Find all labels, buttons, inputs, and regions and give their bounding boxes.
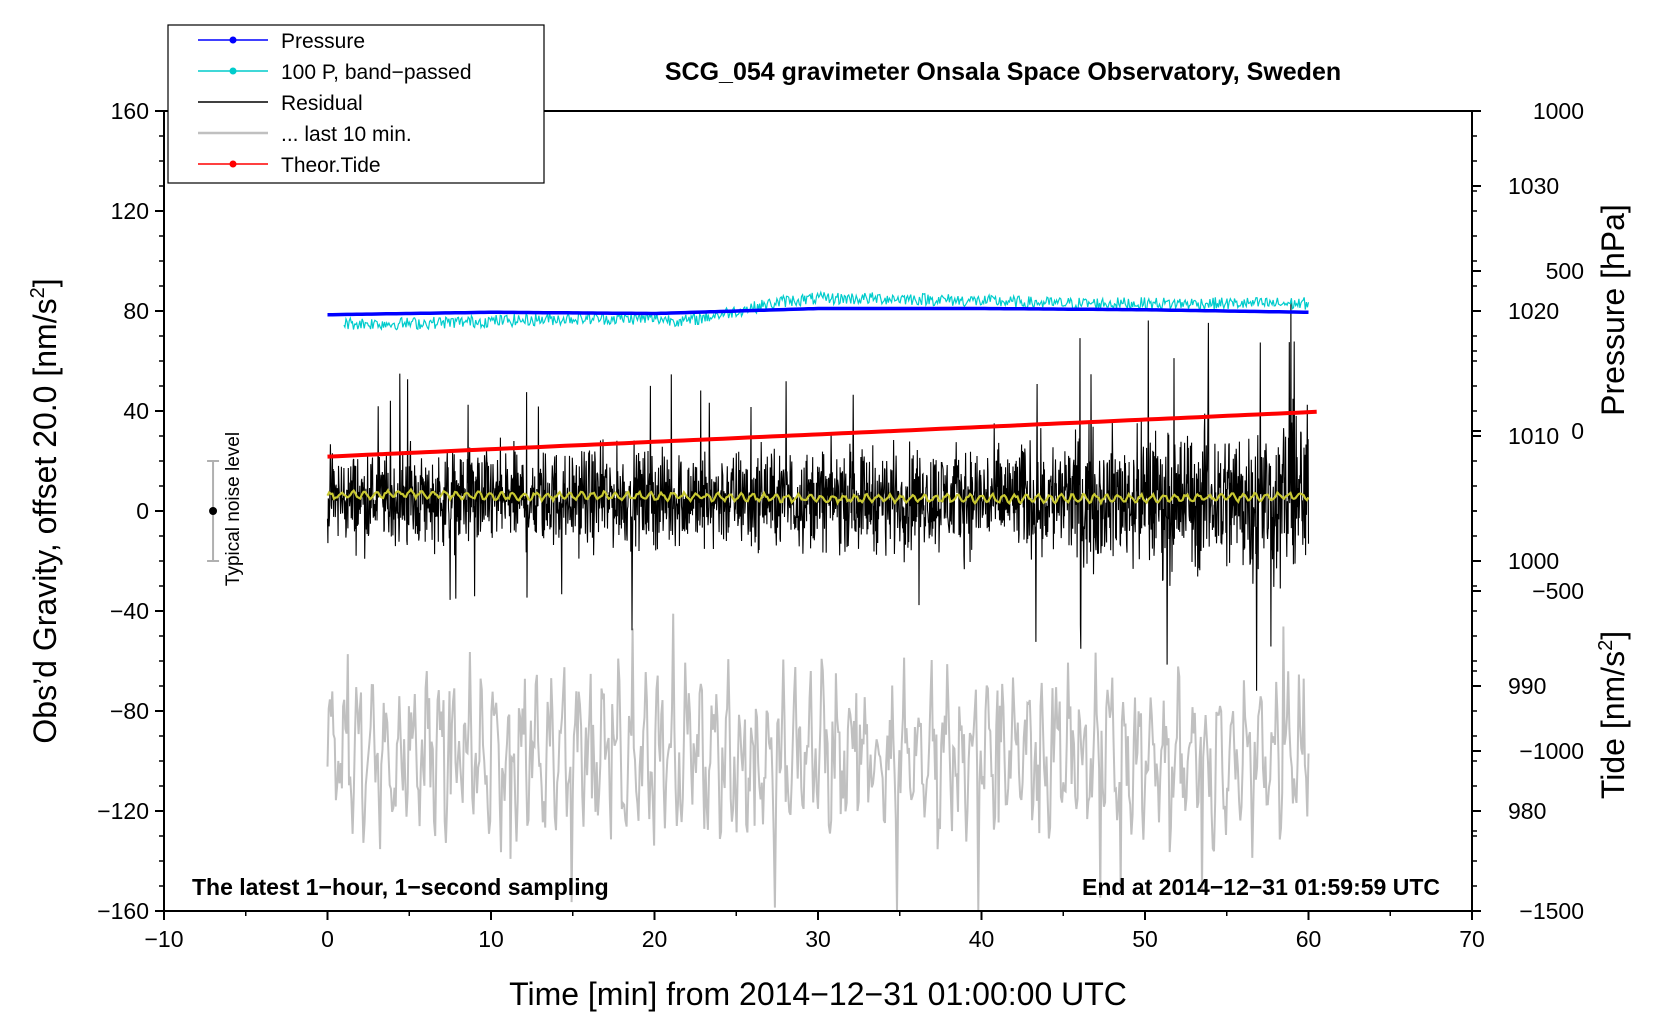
- x-axis-label: Time [min] from 2014−12−31 01:00:00 UTC: [509, 976, 1127, 1012]
- pressure-tick-label: 1010: [1508, 423, 1559, 449]
- pressure-tick-label: 1020: [1508, 298, 1559, 324]
- tide-axis-label-close: ]: [1595, 631, 1631, 640]
- x-tick-label: 0: [321, 926, 334, 952]
- y-axis-label-close: ]: [27, 278, 63, 287]
- tide-tick-label: −1500: [1519, 898, 1584, 924]
- axes-layer: −10 0 10 20 30 40 50 60 70−160−120−80−4004080120…: [97, 98, 1584, 952]
- series-theor-tide: [327, 409, 1317, 459]
- legend-label: Theor.Tide: [281, 154, 381, 177]
- y-tick-label: −40: [110, 598, 149, 624]
- legend-label: Pressure: [281, 30, 365, 53]
- pressure-tick-label: 1000: [1508, 548, 1559, 574]
- y-axis-label: Obs’d Gravity, offset 20.0 [nm/s2]: [27, 278, 63, 743]
- pressure-axis-label: Pressure [hPa]: [1595, 204, 1631, 416]
- end-time-note: End at 2014−12−31 01:59:59 UTC: [1082, 874, 1440, 900]
- y-axis-label-text: Obs’d Gravity, offset 20.0 [nm/s: [27, 298, 63, 743]
- noise-level-label: Typical noise level: [223, 432, 244, 586]
- x-tick-label: 20: [642, 926, 668, 952]
- tide-tick-label: 0: [1571, 418, 1584, 444]
- x-tick-label: 50: [1132, 926, 1158, 952]
- y-tick-label: 160: [111, 98, 149, 124]
- legend-label: 100 P, band−passed: [281, 61, 472, 84]
- y-tick-label: −120: [97, 798, 149, 824]
- tide-axis-label-text: Tide [nm/s: [1595, 651, 1631, 799]
- series-last-10-min: [326, 613, 1310, 912]
- noise-bar-center: [209, 507, 218, 515]
- x-tick-label: 40: [969, 926, 995, 952]
- pressure-tick-label: 980: [1508, 798, 1546, 824]
- tide-tick-label: 500: [1546, 258, 1584, 284]
- pressure-tick-label: 990: [1508, 673, 1546, 699]
- legend-box: [167, 24, 545, 184]
- chart-title: SCG_054 gravimeter Onsala Space Observat…: [665, 58, 1341, 86]
- tide-tick-label: −500: [1532, 578, 1584, 604]
- x-tick-label: 30: [805, 926, 831, 952]
- tide-tick-label: −1000: [1519, 738, 1584, 764]
- legend-label: Residual: [281, 92, 363, 115]
- series-band-passed: [343, 290, 1310, 331]
- pressure-tick-label: 1030: [1508, 173, 1559, 199]
- tide-axis-label-sup: 2: [1595, 640, 1617, 651]
- y-tick-label: 80: [123, 298, 149, 324]
- y-axis-label-sup: 2: [27, 287, 49, 298]
- series-residual: [326, 300, 1310, 691]
- legend: Pressure 100 P, band−passed Residual ... la…: [167, 24, 545, 184]
- legend-label: ... last 10 min.: [281, 123, 412, 146]
- y-tick-label: 40: [123, 398, 149, 424]
- tide-axis-label: Tide [nm/s2]: [1595, 631, 1631, 799]
- x-tick-label: 10: [478, 926, 504, 952]
- series-pressure: [327, 306, 1309, 317]
- x-tick-label: 70: [1459, 926, 1485, 952]
- tide-tick-label: 1000: [1533, 98, 1584, 124]
- y-tick-label: −80: [110, 698, 149, 724]
- legend-marker: [229, 67, 237, 75]
- series-layer: [207, 290, 1317, 912]
- x-tick-label: 60: [1296, 926, 1322, 952]
- legend-marker: [229, 160, 237, 168]
- y-tick-label: −160: [97, 898, 149, 924]
- y-tick-label: 0: [136, 498, 149, 524]
- x-tick-label: −10: [144, 926, 183, 952]
- legend-marker: [229, 36, 237, 44]
- y-tick-label: 120: [111, 198, 149, 224]
- sampling-note: The latest 1−hour, 1−second sampling: [192, 874, 609, 900]
- series-residual-smoothed: [326, 487, 1310, 506]
